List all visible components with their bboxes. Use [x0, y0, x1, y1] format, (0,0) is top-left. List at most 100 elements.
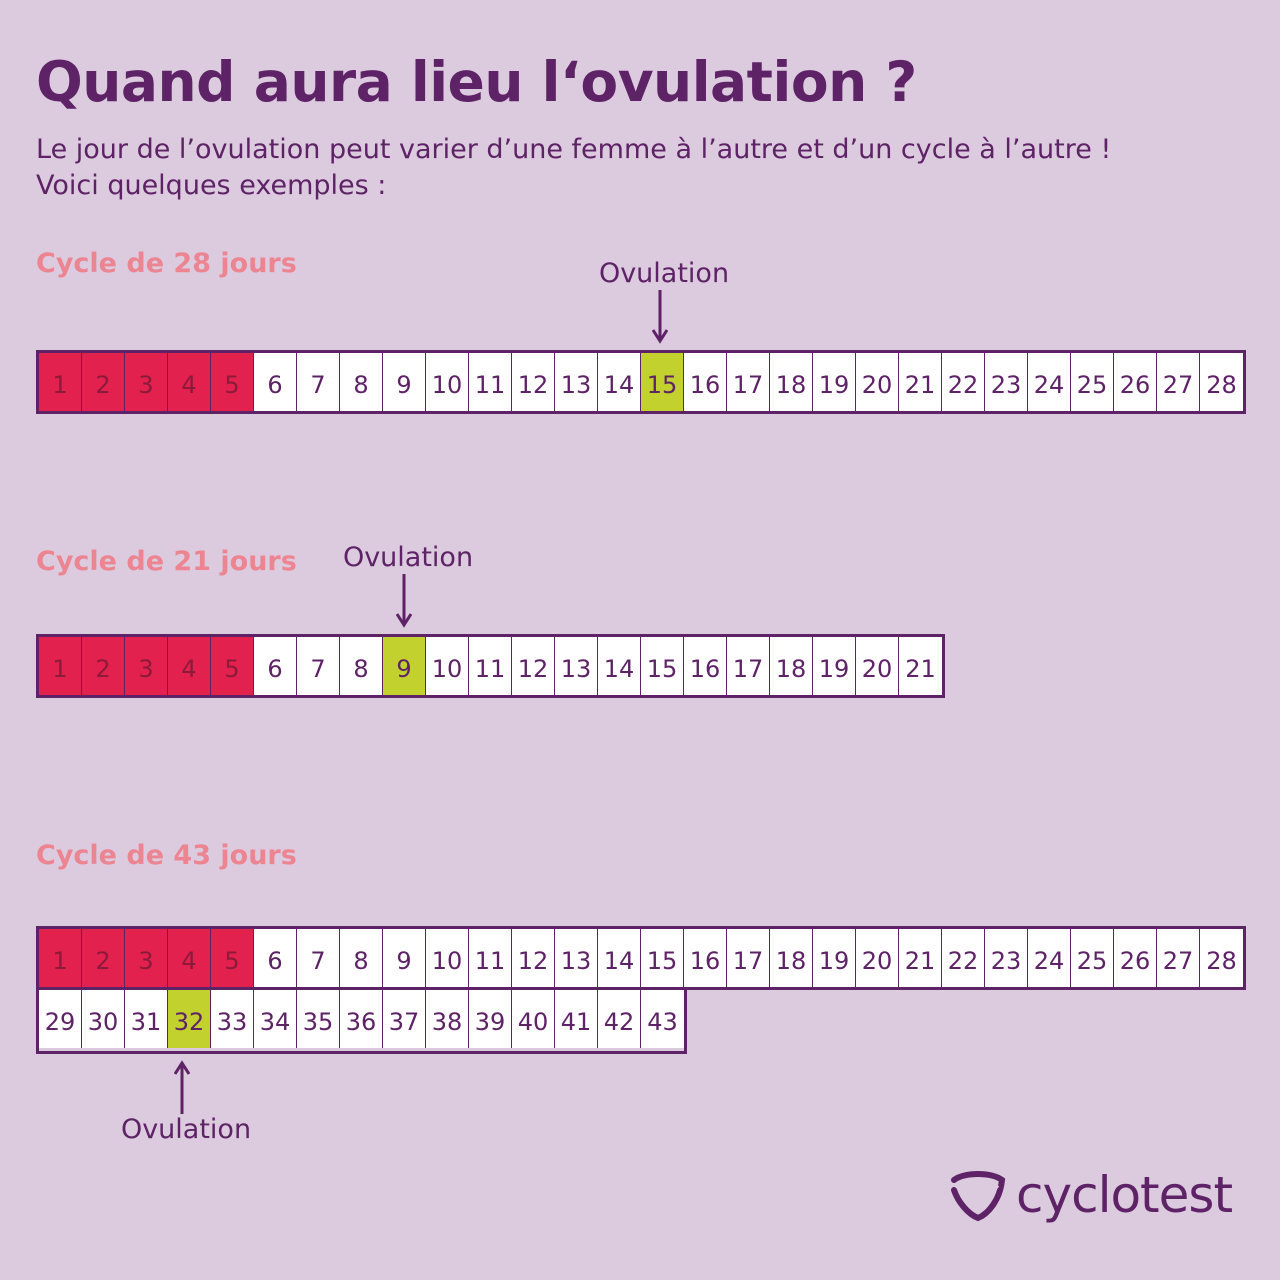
- day-cell-30: 30: [82, 990, 125, 1048]
- cycle-28-ovulation-arrow-icon: [652, 290, 668, 344]
- cycle-28-label: Cycle de 28 jours: [36, 248, 297, 279]
- day-cell-5: 5: [211, 929, 254, 987]
- day-cell-14: 14: [598, 637, 641, 695]
- day-cell-20: 20: [856, 353, 899, 411]
- day-cell-14: 14: [598, 353, 641, 411]
- day-cell-16: 16: [684, 353, 727, 411]
- day-cell-18: 18: [770, 637, 813, 695]
- cycle-28-ovulation-label: Ovulation: [598, 258, 730, 289]
- day-cell-42: 42: [598, 990, 641, 1048]
- day-cell-27: 27: [1157, 353, 1200, 411]
- cycle-21-label: Cycle de 21 jours: [36, 546, 297, 577]
- day-cell-12: 12: [512, 929, 555, 987]
- day-cell-21: 21: [899, 929, 942, 987]
- day-cell-21: 21: [899, 353, 942, 411]
- day-cell-25: 25: [1071, 353, 1114, 411]
- cycle-21-ovulation-arrow-icon: [396, 574, 412, 628]
- day-cell-16: 16: [684, 637, 727, 695]
- day-cell-1: 1: [39, 353, 82, 411]
- day-cell-36: 36: [340, 990, 383, 1048]
- cycle-43-day-row-2: 29 30 31 32 33 34 35 36 37 38 39 40 41 42 43: [36, 990, 687, 1054]
- day-cell-12: 12: [512, 637, 555, 695]
- day-cell-40: 40: [512, 990, 555, 1048]
- day-cell-7: 7: [297, 353, 340, 411]
- cycle-43-ovulation-arrow-icon: [174, 1060, 190, 1114]
- day-cell-7: 7: [297, 929, 340, 987]
- cycle-21-day-row: 1 2 3 4 5 6 7 8 9 10 11 12 13 14 15 16 17 18 19 20 21: [36, 634, 945, 698]
- cycle-43-ovulation-label: Ovulation: [120, 1114, 252, 1145]
- day-cell-15: 15: [641, 929, 684, 987]
- day-cell-34: 34: [254, 990, 297, 1048]
- day-cell-19: 19: [813, 637, 856, 695]
- cycle-28-day-row: 1 2 3 4 5 6 7 8 9 10 11 12 13 14 15 16 17 18 19 20 21 22 23 24 2…: [36, 350, 1246, 414]
- day-cell-23: 23: [985, 929, 1028, 987]
- day-cell-28: 28: [1200, 353, 1243, 411]
- day-cell-10: 10: [426, 929, 469, 987]
- day-cell-37: 37: [383, 990, 426, 1048]
- day-cell-8: 8: [340, 353, 383, 411]
- day-cell-38: 38: [426, 990, 469, 1048]
- day-cell-24: 24: [1028, 929, 1071, 987]
- day-cell-4: 4: [168, 353, 211, 411]
- cyclotest-logo-icon: [951, 1171, 1006, 1222]
- day-cell-11: 11: [469, 929, 512, 987]
- day-cell-6: 6: [254, 929, 297, 987]
- day-cell-20: 20: [856, 637, 899, 695]
- day-cell-22: 22: [942, 353, 985, 411]
- day-cell-4: 4: [168, 929, 211, 987]
- day-cell-31: 31: [125, 990, 168, 1048]
- day-cell-2: 2: [82, 637, 125, 695]
- day-cell-8: 8: [340, 637, 383, 695]
- day-cell-23: 23: [985, 353, 1028, 411]
- day-cell-6: 6: [254, 637, 297, 695]
- day-cell-33: 33: [211, 990, 254, 1048]
- day-cell-17: 17: [727, 637, 770, 695]
- day-cell-17: 17: [727, 929, 770, 987]
- brand-name: cyclotest: [1016, 1166, 1233, 1224]
- day-cell-16: 16: [684, 929, 727, 987]
- day-cell-15: 15: [641, 637, 684, 695]
- day-cell-11: 11: [469, 353, 512, 411]
- day-cell-19: 19: [813, 353, 856, 411]
- day-cell-14: 14: [598, 929, 641, 987]
- day-cell-15: 15: [641, 353, 684, 411]
- day-cell-29: 29: [39, 990, 82, 1048]
- day-cell-35: 35: [297, 990, 340, 1048]
- day-cell-25: 25: [1071, 929, 1114, 987]
- day-cell-7: 7: [297, 637, 340, 695]
- page-title: Quand aura lieu l‘ovulation ?: [36, 50, 917, 114]
- day-cell-3: 3: [125, 353, 168, 411]
- day-cell-4: 4: [168, 637, 211, 695]
- day-cell-9: 9: [383, 637, 426, 695]
- cycle-43-day-row-1: 1 2 3 4 5 6 7 8 9 10 11 12 13 14 15 16 17 18 19 20 21 22 23 24 2…: [36, 926, 1246, 990]
- day-cell-32: 32: [168, 990, 211, 1048]
- cycle-21-ovulation-label: Ovulation: [342, 542, 474, 573]
- day-cell-2: 2: [82, 353, 125, 411]
- day-cell-17: 17: [727, 353, 770, 411]
- day-cell-43: 43: [641, 990, 684, 1048]
- day-cell-26: 26: [1114, 353, 1157, 411]
- day-cell-13: 13: [555, 353, 598, 411]
- day-cell-24: 24: [1028, 353, 1071, 411]
- day-cell-26: 26: [1114, 929, 1157, 987]
- day-cell-1: 1: [39, 929, 82, 987]
- day-cell-13: 13: [555, 637, 598, 695]
- day-cell-10: 10: [426, 637, 469, 695]
- day-cell-6: 6: [254, 353, 297, 411]
- day-cell-18: 18: [770, 929, 813, 987]
- day-cell-27: 27: [1157, 929, 1200, 987]
- day-cell-2: 2: [82, 929, 125, 987]
- day-cell-3: 3: [125, 929, 168, 987]
- day-cell-20: 20: [856, 929, 899, 987]
- day-cell-39: 39: [469, 990, 512, 1048]
- day-cell-5: 5: [211, 353, 254, 411]
- day-cell-10: 10: [426, 353, 469, 411]
- subtitle-line-2: Voici quelques exemples :: [36, 170, 387, 201]
- day-cell-18: 18: [770, 353, 813, 411]
- day-cell-12: 12: [512, 353, 555, 411]
- day-cell-11: 11: [469, 637, 512, 695]
- day-cell-9: 9: [383, 353, 426, 411]
- day-cell-5: 5: [211, 637, 254, 695]
- day-cell-28: 28: [1200, 929, 1243, 987]
- day-cell-9: 9: [383, 929, 426, 987]
